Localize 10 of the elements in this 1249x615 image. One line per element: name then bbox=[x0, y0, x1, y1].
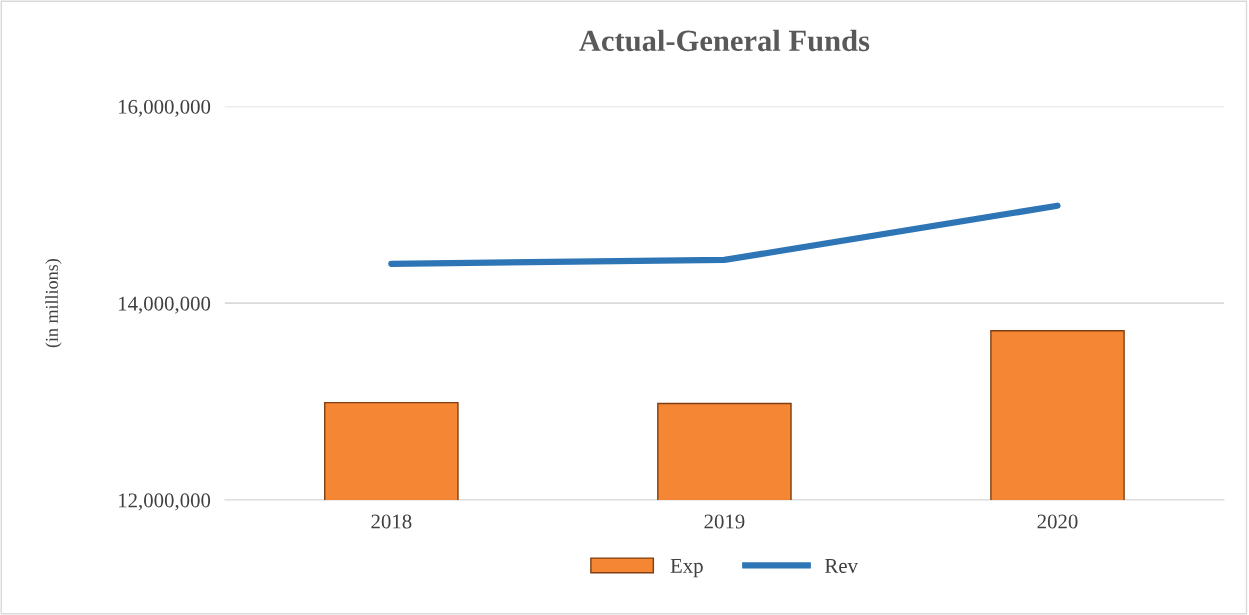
x-tick-label: 2019 bbox=[704, 514, 745, 529]
legend-label: Exp bbox=[670, 559, 703, 578]
chart-title: Actual-General Funds bbox=[579, 29, 870, 52]
y-tick-label: 14,000,000 bbox=[119, 296, 211, 314]
y-axis-title: (in millions) bbox=[45, 259, 62, 348]
y-tick-label: 16,000,000 bbox=[119, 99, 211, 117]
y-tick-label: 12,000,000 bbox=[119, 493, 211, 511]
x-tick-label: 2018 bbox=[371, 514, 412, 529]
legend-label: Rev bbox=[825, 559, 858, 573]
x-tick-label: 2020 bbox=[1037, 514, 1078, 529]
